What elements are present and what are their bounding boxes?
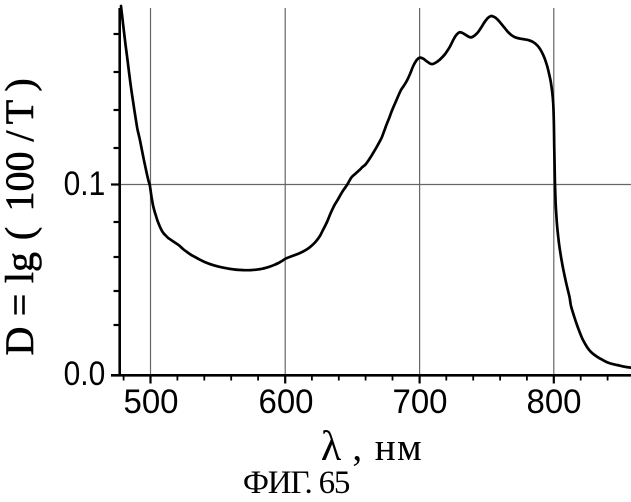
svg-text:): ) <box>0 78 42 91</box>
svg-text:D: D <box>0 327 42 356</box>
svg-text:lg: lg <box>0 252 42 283</box>
svg-text:T: T <box>0 100 42 124</box>
svg-text:/: / <box>0 130 42 142</box>
svg-text:=: = <box>0 294 42 317</box>
svg-text:100: 100 <box>0 152 42 212</box>
svg-text:(: ( <box>0 227 42 240</box>
